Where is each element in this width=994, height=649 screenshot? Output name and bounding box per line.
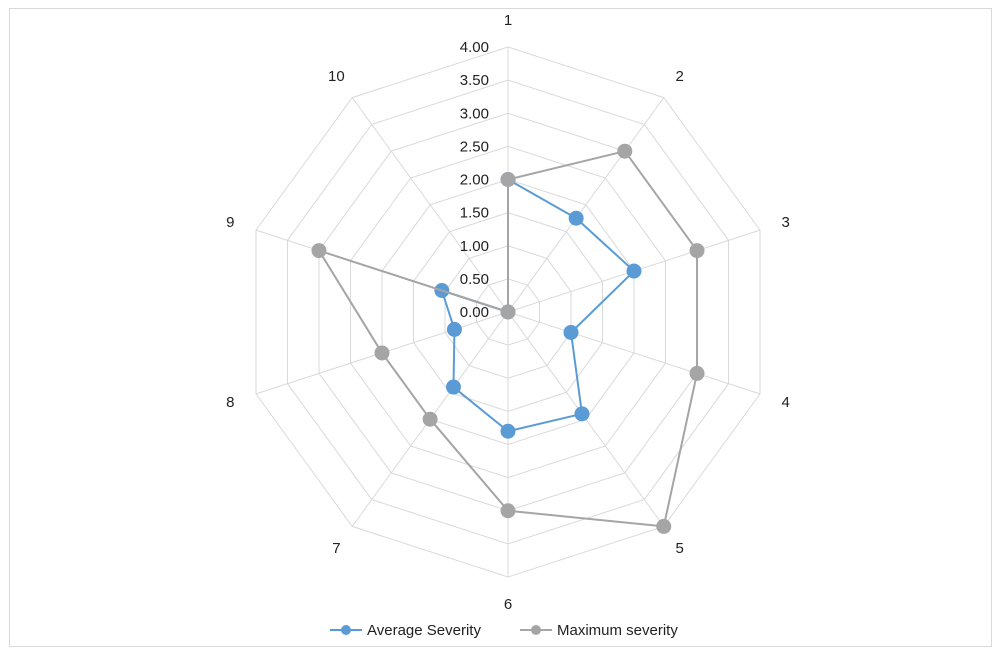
data-point xyxy=(422,411,438,427)
category-label: 6 xyxy=(504,596,512,613)
grid-spoke xyxy=(507,97,665,313)
data-point xyxy=(500,304,516,320)
legend-item: Average Severity xyxy=(330,622,481,639)
category-label: 7 xyxy=(332,540,340,557)
category-labels: 1 2 3 4 5 6 7 8 9 10 xyxy=(226,12,790,613)
tick-labels: 0.00 0.50 1.00 1.50 2.00 2.50 3.00 3.50 4.00 xyxy=(460,39,489,321)
series-layer xyxy=(311,143,705,534)
category-label: 2 xyxy=(675,68,683,85)
data-point xyxy=(626,263,642,279)
data-point xyxy=(374,345,390,361)
category-label: 9 xyxy=(226,214,234,231)
tick-label: 2.00 xyxy=(460,172,489,189)
data-point xyxy=(445,379,461,395)
tick-label: 4.00 xyxy=(460,39,489,56)
legend-marker xyxy=(531,625,541,635)
data-point xyxy=(563,324,579,340)
data-point xyxy=(500,423,516,439)
category-label: 8 xyxy=(226,394,234,411)
series-maximum-severity xyxy=(311,143,705,534)
data-point xyxy=(500,503,516,519)
data-point xyxy=(446,321,462,337)
grid-spoke xyxy=(351,97,509,313)
tick-label: 1.00 xyxy=(460,238,489,255)
legend-label: Maximum severity xyxy=(557,622,678,639)
legend-label: Average Severity xyxy=(367,622,481,639)
data-point xyxy=(656,518,672,534)
data-point xyxy=(574,406,590,422)
tick-label: 0.50 xyxy=(460,271,489,288)
category-label: 3 xyxy=(782,214,790,231)
category-label: 1 xyxy=(504,12,512,29)
data-point xyxy=(617,143,633,159)
chart-frame xyxy=(9,8,992,647)
category-label: 5 xyxy=(675,540,683,557)
data-point xyxy=(689,243,705,259)
category-label: 4 xyxy=(782,394,790,411)
legend-marker xyxy=(341,625,351,635)
data-point xyxy=(568,210,584,226)
legend-item: Maximum severity xyxy=(520,622,678,639)
tick-label: 2.50 xyxy=(460,138,489,155)
legend: Average Severity Maximum severity xyxy=(330,622,678,639)
tick-label: 0.00 xyxy=(460,304,489,321)
tick-label: 3.00 xyxy=(460,105,489,122)
grid-spoke xyxy=(507,311,761,395)
tick-label: 3.50 xyxy=(460,72,489,89)
category-label: 10 xyxy=(328,68,345,85)
tick-label: 1.50 xyxy=(460,205,489,222)
data-point xyxy=(689,365,705,381)
data-point xyxy=(500,172,516,187)
data-point xyxy=(311,243,327,259)
